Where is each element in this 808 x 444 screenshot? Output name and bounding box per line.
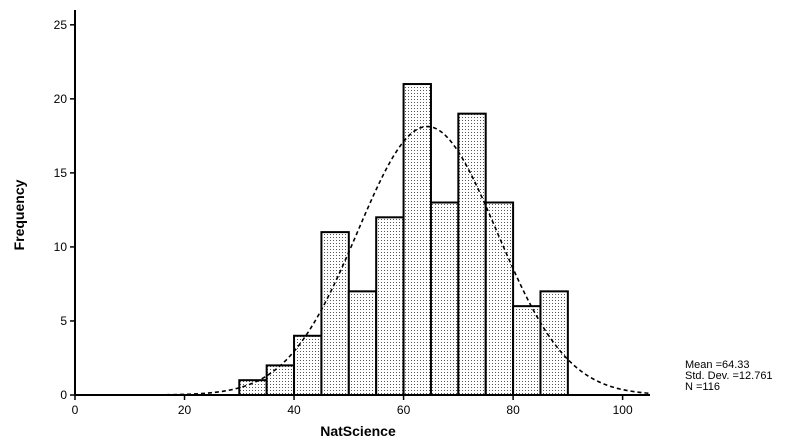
histogram-bar — [265, 364, 296, 396]
y-tick-label: 5 — [60, 314, 67, 328]
y-tick-label: 10 — [54, 240, 68, 254]
x-tick-label: 80 — [506, 403, 520, 417]
bars — [238, 83, 569, 397]
y-tick-label: 0 — [60, 388, 67, 402]
axes: 0 5 10 15 20 25 0 20 40 60 80 100 — [54, 10, 650, 417]
histogram-bar — [402, 83, 432, 397]
histogram-bar — [457, 112, 487, 397]
y-tick-label: 20 — [54, 92, 68, 106]
histogram-bar — [293, 334, 323, 396]
histogram-bar — [539, 290, 569, 397]
y-tick-label: 15 — [54, 166, 68, 180]
mean-label: Mean =64.33 — [685, 359, 750, 371]
std-dev-label: Std. Dev. =12.761 — [685, 370, 773, 382]
y-tick-label: 25 — [54, 18, 68, 32]
histogram-bar — [429, 201, 460, 396]
normal-curve — [75, 125, 651, 396]
normal-curve-layer — [75, 125, 651, 396]
histogram-bar — [238, 379, 268, 397]
x-tick-label: 60 — [397, 403, 411, 417]
x-tick-label: 0 — [72, 403, 79, 417]
stats-box: Mean =64.33 Std. Dev. =12.761 N =116 — [685, 360, 773, 393]
x-axis-title: NatScience — [320, 423, 396, 439]
histogram-bar — [375, 216, 405, 396]
x-tick-label: 40 — [287, 403, 301, 417]
histogram-bar — [512, 305, 542, 396]
x-tick-label: 100 — [613, 403, 633, 417]
y-axis-title: Frequency — [11, 179, 27, 250]
histogram-bar — [347, 290, 378, 397]
histogram-bar — [320, 231, 350, 396]
axis-labels: NatScience Frequency — [11, 179, 396, 439]
histogram-bar — [484, 201, 515, 396]
n-label: N =116 — [685, 381, 720, 393]
x-tick-label: 20 — [178, 403, 192, 417]
